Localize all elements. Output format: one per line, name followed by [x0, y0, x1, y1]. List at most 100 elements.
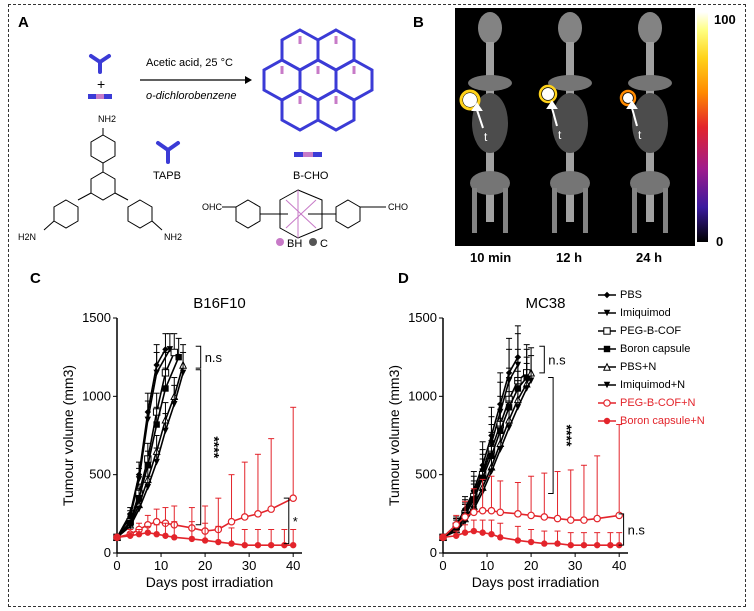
chart-c-significance-label: n.s — [205, 350, 223, 365]
chart-d-x-label: Days post irradiation — [472, 574, 600, 590]
chart-d-x-tick-label: 40 — [612, 558, 626, 573]
data-point — [152, 517, 161, 526]
reaction-arrow — [140, 76, 252, 84]
data-point — [267, 505, 275, 513]
colorbar — [697, 12, 708, 242]
data-point — [497, 446, 504, 453]
data-point — [523, 385, 530, 392]
data-point — [135, 476, 143, 483]
legend-marker — [603, 291, 611, 299]
bcho-structure — [222, 189, 386, 239]
data-point — [127, 523, 134, 530]
data-point — [527, 377, 535, 384]
figure-frame — [8, 4, 746, 607]
data-point — [127, 532, 134, 539]
data-point — [289, 541, 297, 549]
data-point — [153, 421, 160, 428]
chart-d-significance-label: n.s — [548, 353, 566, 368]
data-point — [496, 508, 505, 517]
data-point — [479, 529, 486, 536]
chart-mc38: 0 10 20 30 40 0 500 1000 1500 Days post irradiati… — [386, 295, 645, 590]
chart-d-significance-label: **** — [559, 425, 575, 447]
data-point — [215, 538, 222, 546]
chart-d-y-tick-label: 1000 — [408, 388, 437, 403]
reaction-condition-bottom: o-dichlorobenzene — [146, 90, 237, 102]
panel-label-c: C — [30, 270, 41, 287]
data-point — [580, 541, 588, 549]
data-point — [461, 513, 469, 521]
data-point — [514, 404, 522, 411]
data-point — [593, 541, 601, 549]
data-point — [488, 468, 495, 475]
data-point — [171, 400, 178, 408]
chart-b16f10: 0 10 20 30 40 0 500 1000 1500 Days post irradiati… — [60, 295, 302, 590]
data-point — [144, 484, 152, 491]
chart-d-y-tick-label: 0 — [430, 545, 437, 560]
data-point — [580, 516, 588, 524]
data-point — [593, 514, 601, 523]
legend-marker — [603, 345, 611, 353]
tapb-symbol-large — [156, 141, 180, 164]
series-line — [116, 348, 167, 538]
data-point — [527, 538, 535, 546]
legend-label: PEG-B-COF — [620, 325, 682, 337]
chart-c-significance-bracket — [283, 497, 290, 545]
data-point — [135, 505, 143, 513]
data-point — [488, 531, 495, 538]
chart-d-x-tick-label: 20 — [524, 558, 538, 573]
chart-c-y-tick-label: 0 — [104, 545, 111, 560]
data-point — [553, 514, 562, 523]
data-point — [267, 541, 275, 549]
chart-d-significance-bracket — [618, 513, 625, 546]
tumor-marker-1: t — [484, 130, 488, 144]
chart-c-y-label: Tumour volume (mm3) — [60, 365, 76, 506]
data-point — [615, 511, 623, 520]
chart-d-y-tick-label: 1500 — [408, 310, 437, 325]
data-point — [188, 535, 196, 543]
legend-label: PEG-B-COF+N — [620, 397, 696, 409]
chart-c-y-tick-label: 1000 — [82, 388, 111, 403]
legend-marker — [603, 327, 611, 335]
chart-c-significance-bracket — [195, 345, 202, 369]
data-point — [497, 534, 504, 541]
data-point — [179, 369, 187, 377]
mouse-skeleton-3 — [628, 12, 672, 233]
cho-right-label: CHO — [388, 202, 408, 212]
c-legend-label: C — [320, 238, 328, 250]
series-line — [442, 530, 620, 546]
colorbar-max: 100 — [714, 12, 736, 27]
time-label-1: 10 min — [470, 250, 512, 265]
series-line — [116, 531, 294, 546]
ct-mouse-images — [459, 12, 672, 233]
legend-marker — [602, 362, 612, 371]
data-point — [514, 537, 522, 544]
data-point — [439, 534, 447, 541]
chart-c-series-boron-capsule — [113, 337, 182, 541]
panel-label-b: B — [413, 14, 424, 31]
data-point — [541, 540, 548, 547]
chart-c-x-tick-label: 40 — [286, 558, 300, 573]
time-label-2: 12 h — [556, 250, 583, 265]
chart-c-y-tick-label: 1500 — [82, 310, 111, 325]
data-point — [201, 537, 209, 544]
data-point — [461, 529, 469, 536]
data-point — [144, 416, 152, 424]
data-point — [566, 516, 575, 524]
tumor-marker-2: t — [558, 128, 562, 142]
tapb-symbol-small — [89, 54, 111, 74]
data-point — [514, 510, 522, 518]
carborane-cage — [285, 190, 317, 238]
mouse-skeleton-2 — [548, 12, 592, 233]
data-point — [144, 462, 152, 469]
chart-d-significance-bracket — [539, 345, 545, 374]
data-point — [567, 541, 574, 549]
chart-c-title: B16F10 — [193, 295, 246, 312]
chart-c-series-boron-capsule-n — [113, 521, 297, 549]
legend-marker — [603, 417, 611, 425]
chart-c-series-pbs-n — [112, 344, 188, 542]
data-point — [228, 540, 235, 547]
chart-c-significance-label: * — [293, 514, 298, 529]
data-point — [144, 529, 152, 536]
data-point — [478, 506, 487, 515]
